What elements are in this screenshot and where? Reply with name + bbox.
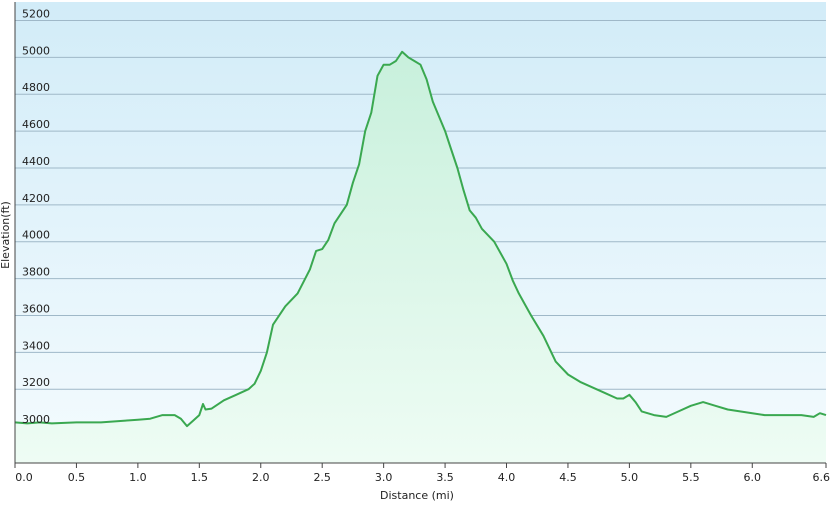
y-tick-label: 4200 [22, 192, 50, 205]
y-tick-label: 3800 [22, 266, 50, 279]
y-tick-label: 3000 [22, 413, 50, 426]
y-tick-label: 4000 [22, 229, 50, 242]
x-tick-label: 6.6 [813, 471, 830, 484]
x-tick-label: 4.0 [498, 471, 516, 484]
y-axis-title: Elevation(ft) [0, 201, 12, 269]
x-tick-label: 5.0 [621, 471, 639, 484]
x-tick-label: 2.5 [313, 471, 331, 484]
y-tick-label: 4800 [22, 81, 50, 94]
x-axis-title: Distance (mi) [380, 489, 454, 502]
x-tick-label: 3.5 [436, 471, 454, 484]
x-tick-label: 5.5 [682, 471, 700, 484]
x-tick-label: 6.0 [744, 471, 762, 484]
y-tick-label: 5200 [22, 7, 50, 20]
y-tick-label: 3200 [22, 376, 50, 389]
x-tick-label: 0.0 [15, 471, 33, 484]
x-tick-label: 0.5 [68, 471, 86, 484]
x-tick-label: 4.5 [559, 471, 577, 484]
x-tick-label: 3.0 [375, 471, 393, 484]
y-tick-label: 5000 [22, 44, 50, 57]
x-axis-ticks: 0.0 0.5 1.0 1.5 2.0 2.5 3.0 3.5 4.0 4.5 5.0 5.5 6.0 6… [15, 463, 830, 484]
y-tick-label: 3600 [22, 302, 50, 315]
x-tick-label: 1.0 [129, 471, 147, 484]
x-tick-label: 1.5 [191, 471, 209, 484]
y-tick-label: 4600 [22, 118, 50, 131]
y-tick-label: 3400 [22, 339, 50, 352]
y-tick-label: 4400 [22, 155, 50, 168]
x-tick-label: 2.0 [252, 471, 270, 484]
